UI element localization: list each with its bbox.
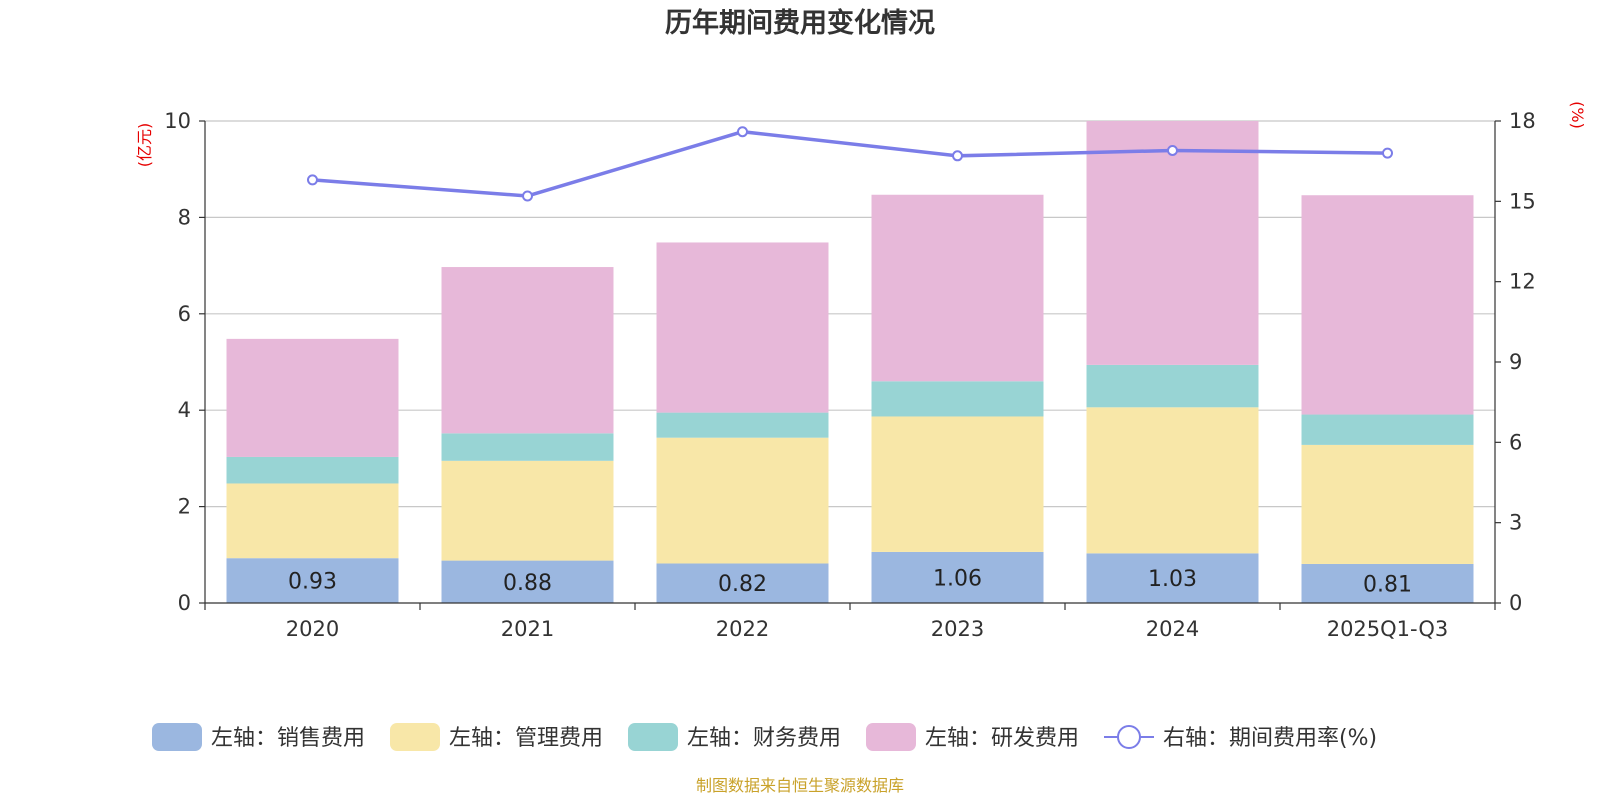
bar-segment (656, 563, 829, 603)
right-axis-tick-label: 6 (1509, 430, 1522, 454)
bar-segment (1301, 563, 1474, 603)
x-axis-tick-label: 2024 (1146, 617, 1199, 641)
left-axis-tick-label: 10 (164, 109, 191, 133)
right-axis-unit: (%) (1568, 101, 1587, 129)
bar-segment (1301, 444, 1474, 564)
data-labels: 0.93 0.88 0.82 1.06 1.03 0.81 (288, 566, 1412, 597)
legend: 左轴：销售费用 左轴：管理费用 左轴：财务费用 左轴：研发费用 右轴：期间费用率(%) (152, 723, 1377, 751)
left-axis-tick-label: 0 (178, 591, 191, 615)
bar-segment (441, 433, 614, 461)
bar-data-label: 0.81 (1363, 572, 1412, 597)
bar-segment (441, 267, 614, 434)
right-axis-tick-label: 0 (1509, 591, 1522, 615)
axes: 0 2 4 6 8 10 0 3 6 9 12 15 18 2020 2021 2022 2023 2024 202… (164, 109, 1535, 641)
bar-data-label: 1.03 (1148, 567, 1197, 592)
bar-segment (441, 460, 614, 561)
line-point (1167, 144, 1178, 156)
bar-segment (226, 483, 399, 559)
right-axis-tick-label: 18 (1509, 109, 1536, 133)
bar-segment (656, 437, 829, 564)
grid-lines (205, 120, 1495, 508)
x-axis-tick-label: 2020 (286, 617, 339, 641)
bar-data-label: 1.06 (933, 566, 982, 591)
left-axis-tick-label: 8 (178, 205, 191, 229)
bar-segment (871, 551, 1044, 603)
left-axis-tick-label: 6 (178, 302, 191, 326)
bar-segment (1086, 364, 1259, 408)
right-axis-tick-label: 9 (1509, 350, 1522, 374)
left-axis-tick-label: 4 (178, 398, 191, 422)
legend-item: 左轴：销售费用 (152, 723, 365, 751)
bar-segment (656, 242, 829, 413)
legend-label: 左轴：研发费用 (925, 726, 1079, 751)
x-axis-tick-label: 2023 (931, 617, 984, 641)
right-axis-tick-label: 15 (1509, 189, 1536, 213)
left-axis-tick-label: 2 (178, 495, 191, 519)
line-point (1382, 147, 1393, 159)
bar-segment (871, 416, 1044, 552)
line-series (307, 126, 1393, 202)
right-axis-tick-label: 12 (1509, 270, 1536, 294)
legend-swatch-marker (1117, 725, 1141, 749)
bar-segment (226, 456, 399, 484)
bar-segment (871, 194, 1044, 382)
line-series-path (312, 129, 1388, 198)
legend-swatch (390, 723, 440, 751)
right-axis-tick-label: 3 (1509, 511, 1522, 535)
line-point (307, 174, 318, 186)
legend-label: 左轴：财务费用 (687, 726, 841, 751)
bar-segment (226, 338, 399, 457)
left-axis-unit: (亿元) (135, 123, 154, 168)
line-point (522, 190, 533, 202)
legend-label: 左轴：管理费用 (449, 726, 603, 751)
bar-segment (441, 560, 614, 603)
bar-segment (1086, 407, 1259, 554)
legend-item: 左轴：管理费用 (390, 723, 603, 751)
bar-data-label: 0.93 (288, 570, 337, 595)
legend-label: 左轴：销售费用 (211, 726, 365, 751)
bar-segment (1086, 553, 1259, 603)
x-axis-tick-label: 2025Q1-Q3 (1327, 617, 1449, 641)
legend-item: 左轴：研发费用 (866, 723, 1079, 751)
bar-segment (656, 412, 829, 438)
bar-segment (871, 381, 1044, 417)
bar-segment (226, 558, 399, 603)
bar-segment (1301, 414, 1474, 445)
x-axis-tick-label: 2021 (501, 617, 554, 641)
line-point (952, 150, 963, 162)
legend-label: 右轴：期间费用率(%) (1163, 726, 1377, 751)
bar-segment (1086, 121, 1259, 365)
source-note: 制图数据来自恒生聚源数据库 (696, 776, 904, 795)
chart-title: 历年期间费用变化情况 (665, 7, 935, 39)
legend-swatch (628, 723, 678, 751)
legend-swatch (152, 723, 202, 751)
bar-segment (1301, 195, 1474, 415)
legend-swatch (866, 723, 916, 751)
line-point (737, 126, 748, 138)
bar-data-label: 0.88 (503, 571, 552, 596)
bar-series (226, 121, 1474, 603)
legend-item: 左轴：财务费用 (628, 723, 841, 751)
legend-item: 右轴：期间费用率(%) (1104, 725, 1377, 751)
bar-data-label: 0.82 (718, 572, 767, 597)
x-axis-tick-label: 2022 (716, 617, 769, 641)
